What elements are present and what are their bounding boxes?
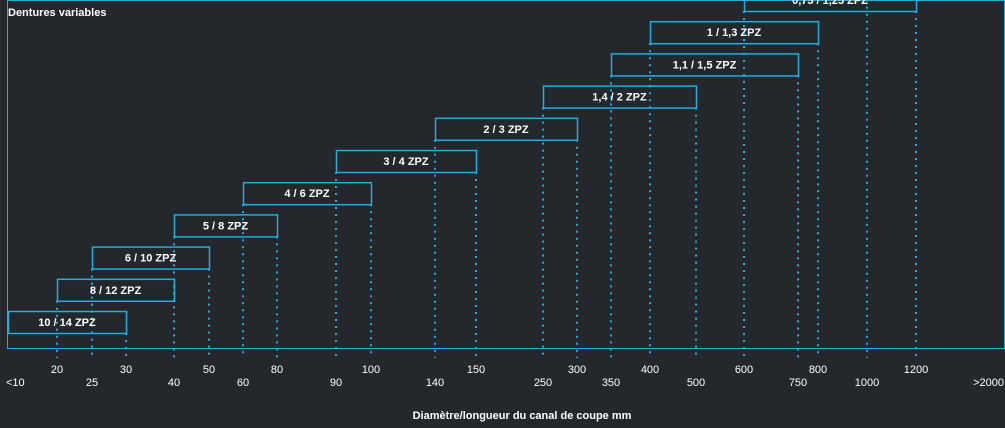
tick-label: 500	[687, 377, 705, 389]
band-label: 6 / 10 ZPZ	[125, 253, 177, 265]
pitch-band: 10 / 14 ZPZ	[7, 310, 128, 335]
band-bracket	[542, 85, 698, 109]
band-label: 0,75 / 1,25 ZPZ	[792, 0, 868, 7]
tick-label: 350	[602, 377, 620, 389]
tick-label: 100	[362, 364, 380, 376]
tick-label: 750	[789, 377, 807, 389]
tick-label: 80	[271, 364, 283, 376]
x-axis-title: Diamètre/longueur du canal de coupe mm	[413, 410, 632, 422]
pitch-band: 0,75 / 1,25 ZPZ	[743, 0, 918, 13]
pitch-band: 1,4 / 2 ZPZ	[542, 85, 698, 109]
chart-title: Dentures variables	[8, 7, 106, 19]
band-bracket	[7, 310, 128, 335]
band-bracket	[434, 117, 579, 142]
tick-label: 1200	[904, 364, 928, 376]
band-bracket	[649, 20, 820, 45]
band-label: 2 / 3 ZPZ	[483, 124, 529, 136]
band-bracket	[743, 0, 918, 13]
band-bracket	[56, 278, 176, 303]
tick-label: 60	[237, 377, 249, 389]
pitch-band: 3 / 4 ZPZ	[335, 149, 478, 174]
band-bracket	[610, 53, 800, 77]
tick-label: 20	[51, 364, 63, 376]
band-label: 3 / 4 ZPZ	[383, 156, 429, 168]
tick-label: 600	[735, 364, 753, 376]
plot-frame	[7, 0, 1005, 349]
band-label: 8 / 12 ZPZ	[90, 285, 142, 297]
tick-label: 50	[203, 364, 215, 376]
tick-label: 25	[86, 377, 98, 389]
band-label: 5 / 8 ZPZ	[203, 220, 249, 232]
band-label: 4 / 6 ZPZ	[284, 188, 330, 200]
tick-label: >2000	[973, 377, 1004, 389]
band-label: 1 / 1,3 ZPZ	[707, 27, 762, 39]
tick-label: 250	[534, 377, 552, 389]
band-label: 10 / 14 ZPZ	[38, 317, 96, 329]
tick-label: 150	[467, 364, 485, 376]
pitch-band: 6 / 10 ZPZ	[91, 246, 211, 270]
tick-label: <10	[6, 377, 25, 389]
pitch-band: 4 / 6 ZPZ	[242, 181, 373, 206]
band-bracket	[335, 149, 478, 174]
tick-label: 800	[809, 364, 827, 376]
tick-label: 90	[330, 377, 342, 389]
tick-label: 140	[426, 377, 444, 389]
tick-label: 40	[168, 377, 180, 389]
tick-label: 300	[568, 364, 586, 376]
band-bracket	[91, 246, 211, 270]
band-label: 1,4 / 2 ZPZ	[592, 92, 647, 104]
pitch-bands: 10 / 14 ZPZ 8 / 12 ZPZ 6 / 10 ZPZ 5 / 8 ZPZ…	[7, 0, 918, 335]
pitch-band: 8 / 12 ZPZ	[56, 278, 176, 303]
pitch-band: 5 / 8 ZPZ	[173, 214, 279, 238]
pitch-band: 1,1 / 1,5 ZPZ	[610, 53, 800, 77]
tick-label: 400	[641, 364, 659, 376]
tick-guide-lines	[56, 0, 917, 358]
tick-label: 30	[120, 364, 132, 376]
pitch-band: 2 / 3 ZPZ	[434, 117, 579, 142]
band-label: 1,1 / 1,5 ZPZ	[673, 59, 737, 71]
pitch-band: 1 / 1,3 ZPZ	[649, 20, 820, 45]
x-axis-ticks: <10 20 25 30 40 50 60 80 90 100 140 150 250 300 350 400…	[6, 364, 1004, 389]
band-bracket	[173, 214, 279, 238]
tick-label: 1000	[855, 377, 879, 389]
band-bracket	[242, 181, 373, 206]
